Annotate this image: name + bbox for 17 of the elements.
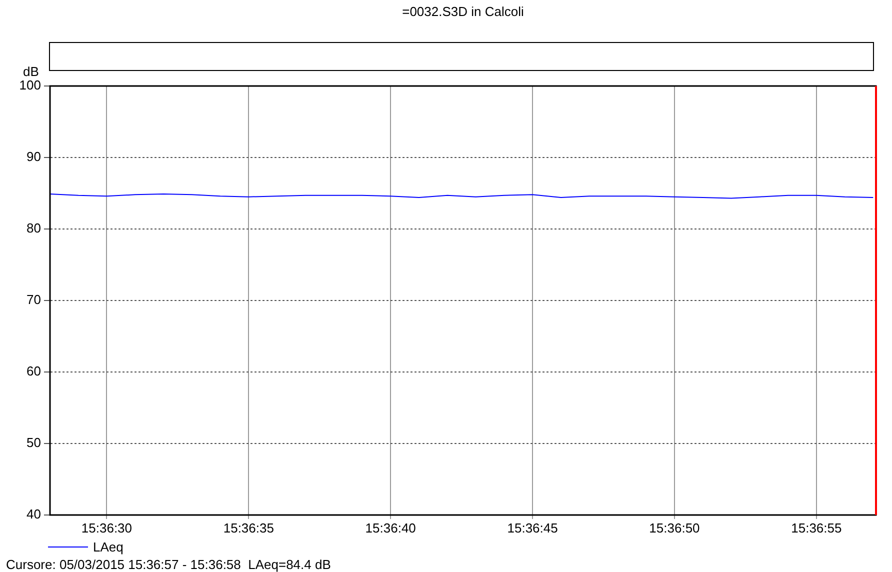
x-tick-label: 15:36:40 [365, 520, 416, 536]
y-tick-label: 40 [26, 506, 41, 522]
legend-label: LAeq [93, 540, 124, 555]
text: Cursore: 05/03/2015 15:36:57 - 15:36:58 LAeq=84.4 dB [6, 557, 331, 572]
x-tick-label: 15:36:50 [649, 520, 700, 536]
y-tick-label: 50 [26, 435, 41, 450]
x-tick-label: 15:36:45 [507, 520, 558, 536]
y-tick-label: 80 [26, 220, 41, 236]
y-tick-label: 70 [26, 292, 41, 308]
x-tick-label: 15:36:30 [81, 520, 132, 536]
y-tick-label: 60 [26, 364, 41, 379]
x-tick-label: 15:36:35 [223, 520, 274, 536]
chart-title: =0032.S3D in Calcoli [402, 4, 524, 19]
y-tick-label: 90 [26, 149, 41, 164]
x-tick-label: 15:36:55 [791, 520, 842, 536]
y-axis-title: dB [23, 64, 39, 79]
y-tick-label: 100 [19, 78, 41, 93]
